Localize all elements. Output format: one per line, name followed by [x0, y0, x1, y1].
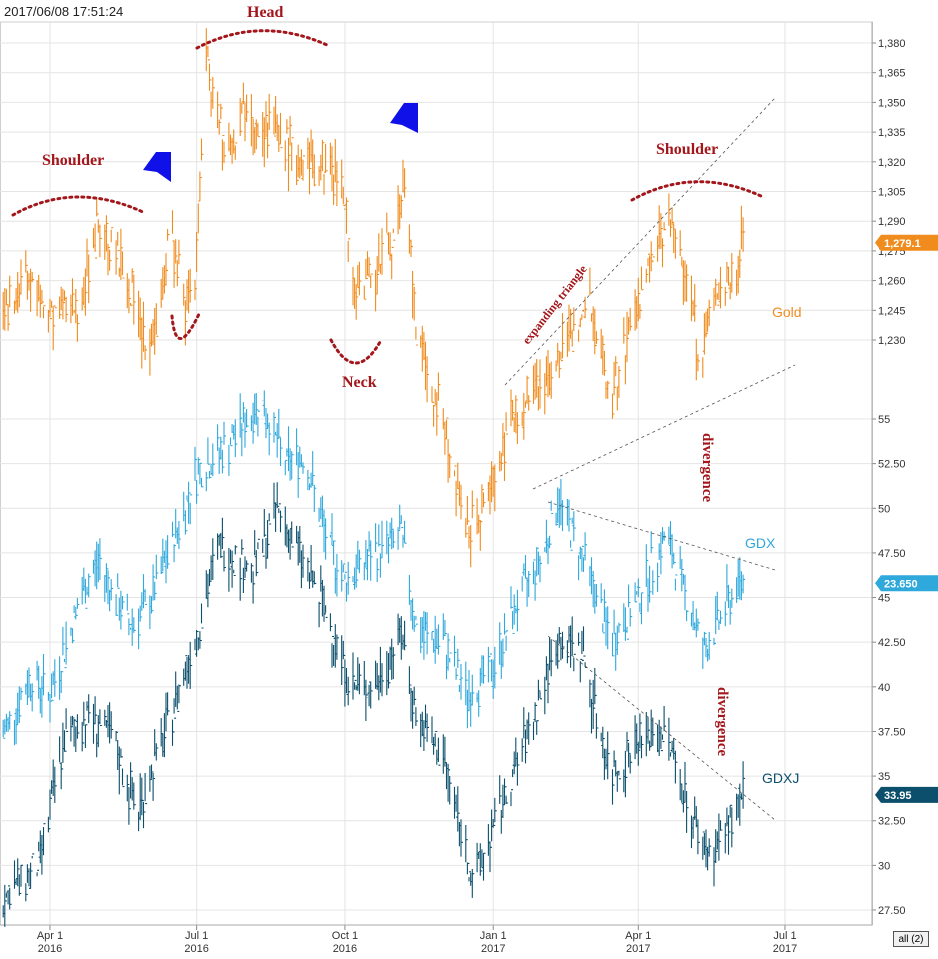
last-value-badge-gold: 1,279.1 — [875, 234, 938, 251]
y-tick-label: 1,365 — [878, 68, 906, 80]
last-value-text: 1,279.1 — [884, 238, 921, 250]
series-bars — [2, 390, 746, 746]
annotation-expanding-triangle: expanding triangle — [519, 262, 590, 347]
annotation-head: Head — [247, 4, 284, 21]
x-tick-label: 2016 — [38, 943, 62, 955]
series-bars — [2, 482, 746, 927]
annotation-divergence-gdxj: divergence — [714, 687, 730, 756]
series-gdxj — [2, 482, 746, 927]
last-value-text: 33.95 — [884, 790, 912, 802]
x-tick-label: Apr 1 — [37, 930, 63, 942]
x-tick-label: Jul 1 — [185, 930, 208, 942]
series-label-gdx: GDX — [745, 535, 776, 551]
trend-line — [504, 97, 776, 386]
y-tick-label: 40 — [878, 682, 890, 694]
all-series-button[interactable]: all (2) — [893, 931, 929, 947]
last-value-badge-gdx: 23.650 — [875, 575, 938, 592]
y-tick-label: 1,245 — [878, 305, 906, 317]
price-series — [2, 28, 746, 927]
y-tick-label: 27.50 — [878, 905, 906, 917]
y-tick-label: 42.50 — [878, 637, 906, 649]
y-tick-label: 47.50 — [878, 548, 906, 560]
y-tick-label: 1,335 — [878, 127, 906, 139]
flag-icon — [143, 152, 171, 182]
y-tick-label: 50 — [878, 503, 890, 515]
x-tick-label: 2016 — [333, 943, 357, 955]
y-tick-label: 1,320 — [878, 157, 906, 169]
plot-frame — [0, 21, 873, 926]
grid-lines — [0, 21, 873, 926]
trend-line — [547, 635, 776, 821]
series-label-gdxj: GDXJ — [762, 770, 799, 786]
annotation-divergence-gdx: divergence — [699, 433, 715, 502]
y-tick-label: 37.50 — [878, 726, 906, 738]
y-tick-label: 45 — [878, 593, 890, 605]
last-value-text: 23.650 — [884, 578, 918, 590]
y-tick-label: 1,260 — [878, 276, 906, 288]
annotation-neck: Neck — [342, 374, 377, 391]
flag-icon — [390, 103, 418, 133]
last-value-badge-gdxj: 33.95 — [875, 786, 938, 803]
y-tick-label: 52.50 — [878, 459, 906, 471]
trend-line — [532, 364, 796, 490]
x-tick-label: 2017 — [481, 943, 505, 955]
x-tick-label: 2017 — [773, 943, 797, 955]
x-tick-label: 2016 — [184, 943, 208, 955]
trend-guides — [504, 97, 796, 821]
x-tick-label: Apr 1 — [625, 930, 651, 942]
x-tick-label: Jul 1 — [773, 930, 796, 942]
series-bars — [2, 28, 746, 568]
x-tick-label: Oct 1 — [332, 930, 358, 942]
y-tick-label: 1,230 — [878, 335, 906, 347]
y-tick-label: 55 — [878, 414, 890, 426]
annotation-shoulder-right: Shoulder — [656, 141, 718, 158]
x-tick-label: 2017 — [626, 943, 650, 955]
y-tick-label: 30 — [878, 860, 890, 872]
timestamp: 2017/06/08 17:51:24 — [4, 4, 123, 19]
y-tick-label: 1,380 — [878, 38, 906, 50]
pattern-arcs — [11, 29, 765, 365]
series-gdx — [2, 390, 746, 746]
series-label-gold: Gold — [772, 304, 802, 320]
y-tick-label: 32.50 — [878, 816, 906, 828]
series-gold — [2, 28, 746, 568]
y-tick-label: 1,305 — [878, 187, 906, 199]
last-value-badges: 1,279.1 23.650 33.95 — [875, 234, 938, 803]
annotation-shoulder-left: Shoulder — [42, 152, 104, 169]
y-tick-label: 1,350 — [878, 97, 906, 109]
y-tick-label: 1,290 — [878, 216, 906, 228]
x-tick-label: Jan 1 — [480, 930, 507, 942]
y-tick-label: 35 — [878, 771, 890, 783]
